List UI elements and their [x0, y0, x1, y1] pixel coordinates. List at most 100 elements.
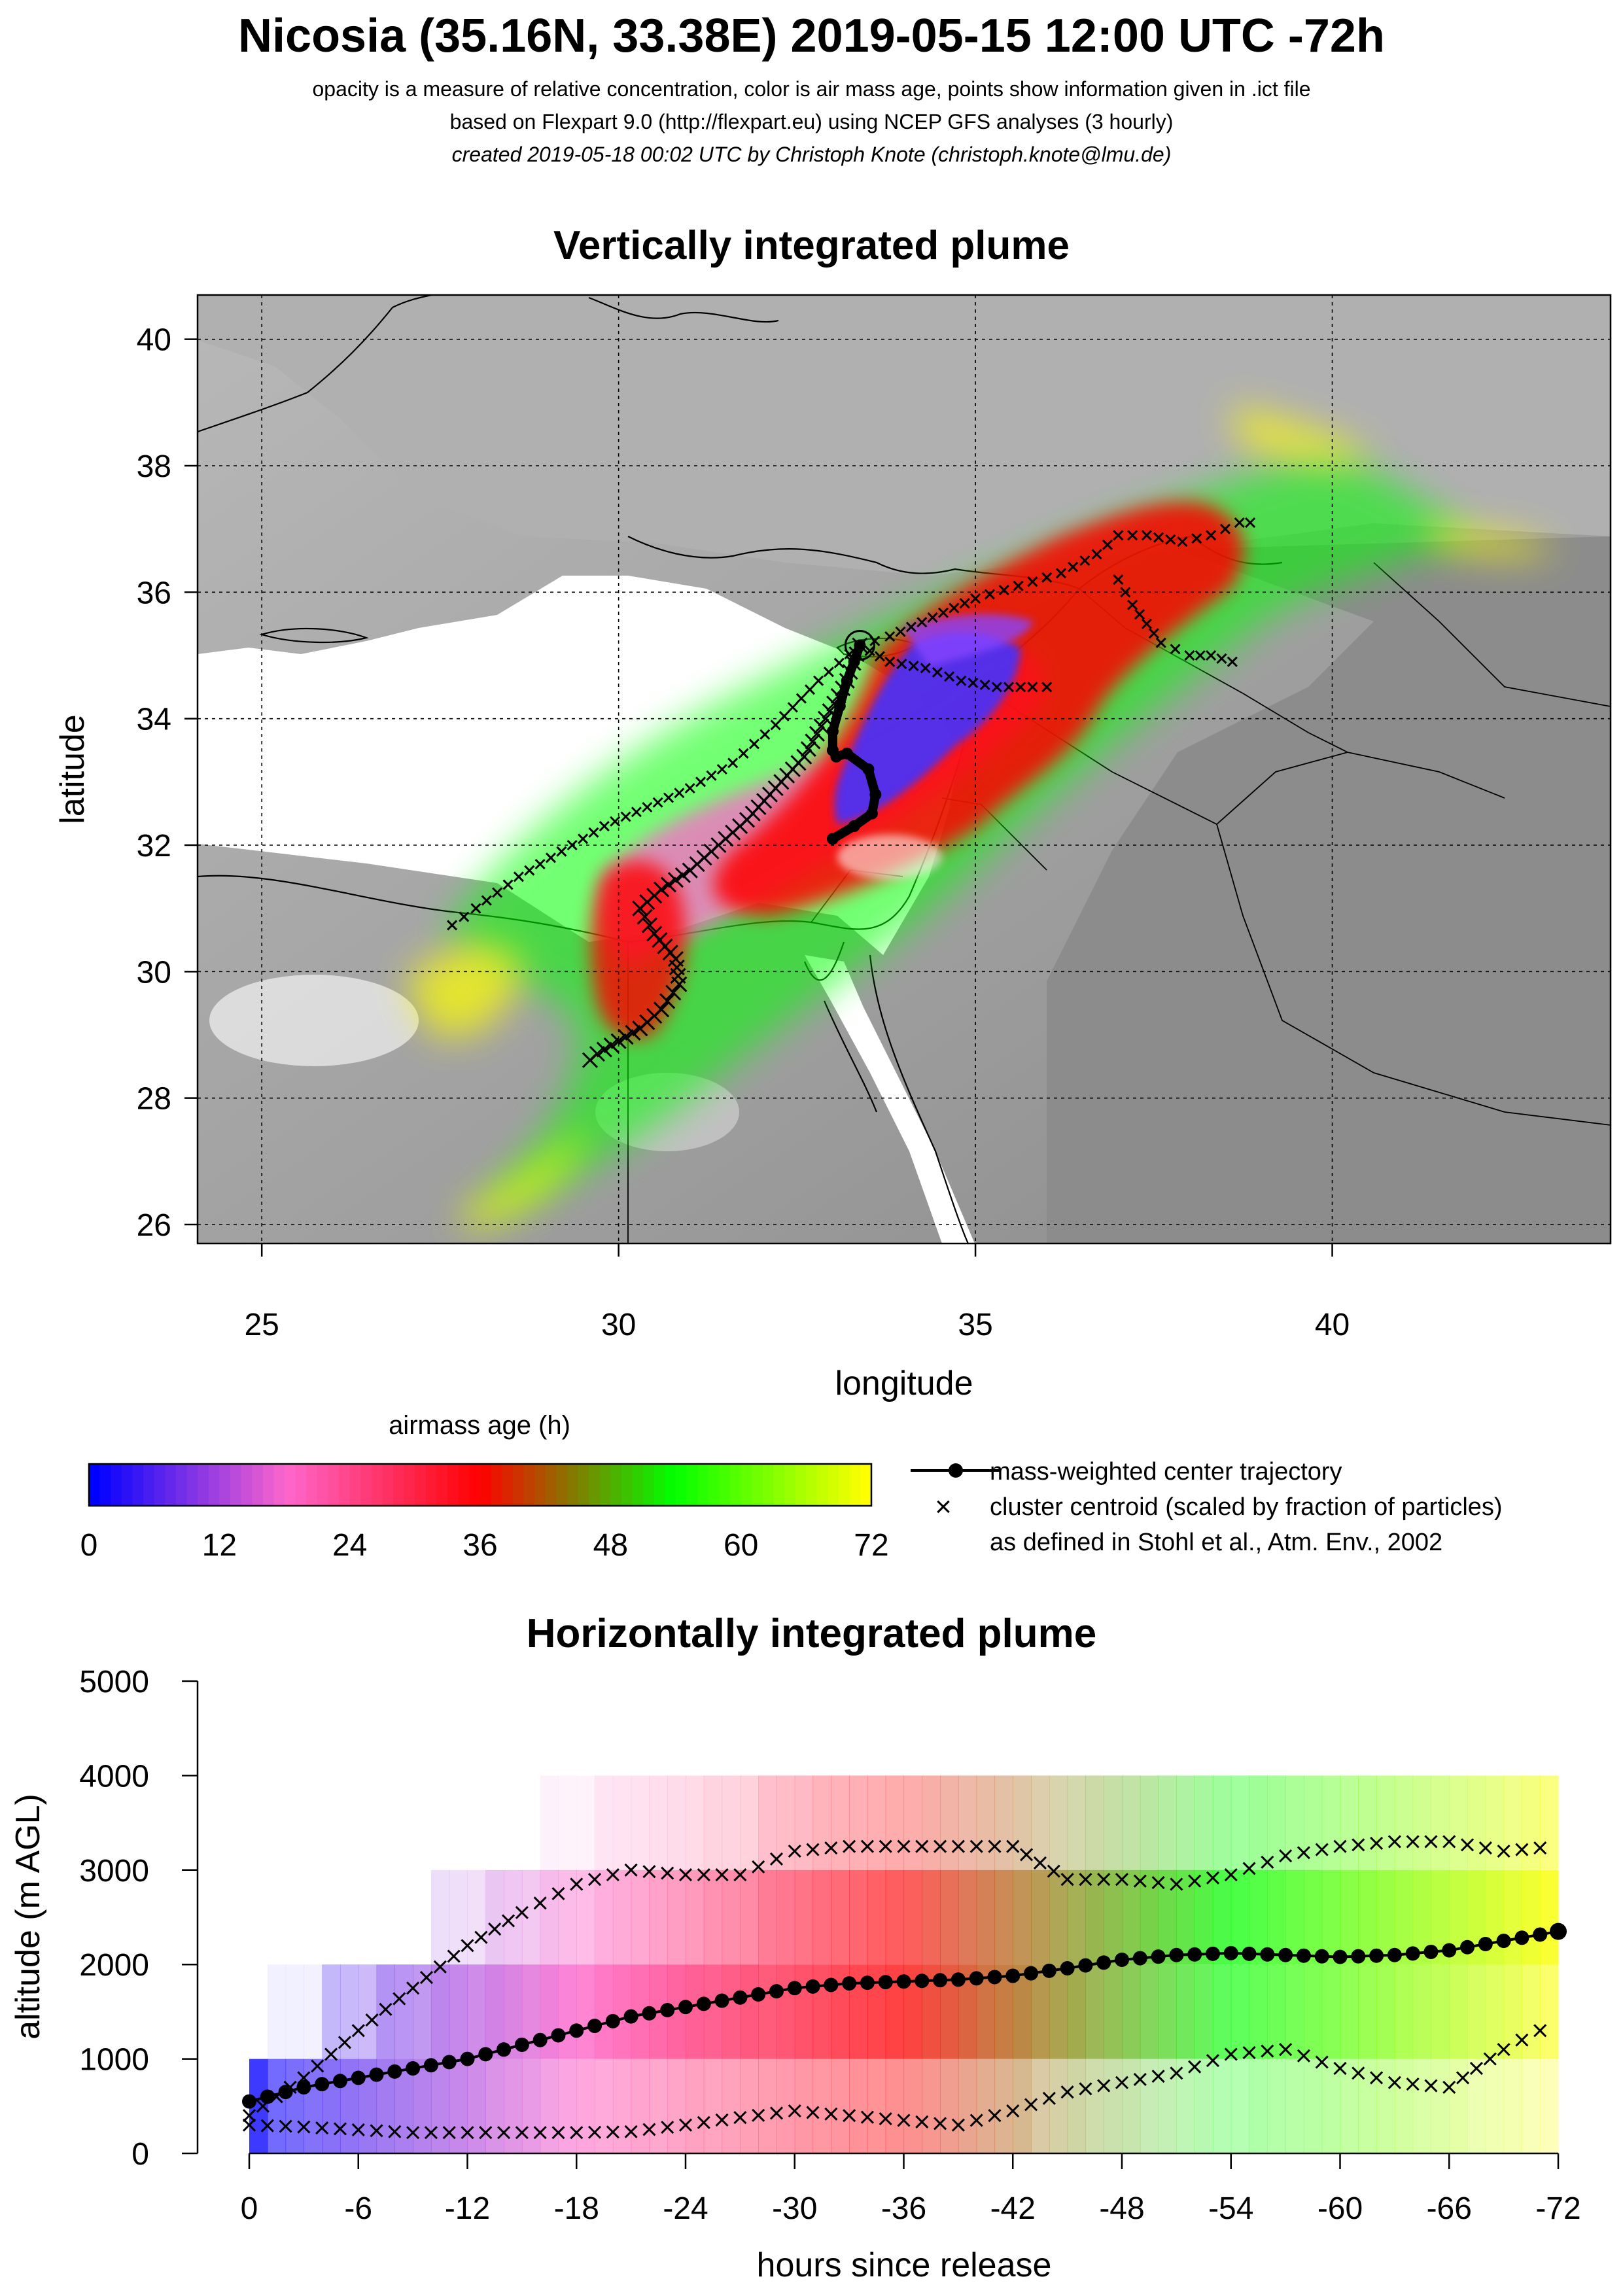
profile-age-cell	[285, 2059, 304, 2153]
map-cluster-marker	[804, 684, 816, 695]
profile-age-cell	[558, 1870, 577, 1965]
map-cluster-marker	[695, 776, 707, 788]
colorbar-swatch	[610, 1464, 622, 1506]
profile-cluster-marker	[1456, 2071, 1470, 2085]
colorbar-swatch	[773, 1464, 785, 1506]
profile-cluster-marker	[1042, 2091, 1056, 2105]
profile-center-point	[896, 1974, 911, 1989]
colorbar-swatch	[89, 1464, 101, 1506]
profile-cluster-marker	[1060, 1873, 1074, 1887]
colorbar-swatch	[328, 1464, 340, 1506]
colorbar-swatch	[491, 1464, 502, 1506]
map-cluster-marker	[833, 657, 845, 669]
colorbar-swatch	[241, 1464, 253, 1506]
profile-age-cell	[1212, 2059, 1232, 2153]
colorbar-swatch	[545, 1464, 557, 1506]
profile-center-point	[1351, 1949, 1366, 1964]
profile-age-cell	[558, 1964, 577, 2059]
profile-age-cell	[1522, 2059, 1541, 2153]
profile-center-point	[1132, 1951, 1147, 1966]
profile-age-cell	[285, 1964, 304, 2059]
map-cluster-marker	[984, 589, 995, 600]
map-cluster-marker	[459, 911, 470, 922]
profile-cluster-marker	[1261, 2044, 1274, 2058]
map-center-point	[854, 639, 866, 652]
profile-cluster-marker	[297, 2120, 311, 2134]
colorbar-swatch	[469, 1464, 481, 1506]
map-cluster-marker	[727, 757, 739, 769]
profile-cluster-marker	[315, 2121, 329, 2135]
profile-center-point	[660, 2002, 675, 2017]
profile-y-tick-label: 5000	[79, 1665, 149, 1699]
profile-cluster-marker	[988, 1839, 1002, 1853]
colorbar-swatch	[512, 1464, 524, 1506]
map-y-tick-label: 36	[137, 576, 171, 610]
profile-age-cell	[267, 1964, 287, 2059]
profile-center-point	[351, 2070, 366, 2085]
profile-center-point	[296, 2079, 311, 2095]
map-cluster-marker	[582, 1052, 599, 1068]
map-cluster-marker	[1113, 574, 1124, 585]
colorbar-swatch	[371, 1464, 383, 1506]
map-cluster-marker	[864, 645, 875, 656]
profile-center-point	[1242, 1946, 1257, 1961]
profile-center-point	[714, 1993, 729, 2008]
profile-cluster-marker	[1315, 1843, 1329, 1856]
profile-center-point	[805, 1979, 820, 1994]
profile-age-cell	[394, 1964, 413, 2059]
map-sea-red-sea	[805, 955, 975, 1244]
profile-cluster-marker	[1515, 1843, 1529, 1856]
colorbar-swatch	[534, 1464, 546, 1506]
profile-age-cell	[1376, 1775, 1395, 1870]
profile-cluster-marker	[769, 2106, 784, 2120]
profile-age-cell	[922, 1870, 941, 1965]
colorbar-swatch	[849, 1464, 861, 1506]
colorbar-swatch	[99, 1464, 111, 1506]
profile-age-cell	[1340, 1964, 1359, 2059]
profile-age-cell	[667, 2059, 686, 2153]
colorbar-swatch	[230, 1464, 242, 1506]
profile-age-cell	[686, 2059, 705, 2153]
profile-cluster-marker	[1406, 2078, 1420, 2091]
profile-panel: 0 -6 -12 -18 -24 -30 -36 -42 -48 -54 -60 -66 -72 500…	[9, 1665, 1581, 2284]
profile-cluster-marker	[447, 1949, 461, 1963]
profile-center-point	[1078, 1958, 1093, 1973]
legend-cross-icon: ×	[935, 1491, 952, 1523]
map-cluster-marker	[1141, 618, 1152, 629]
profile-cluster-marker	[515, 2126, 529, 2140]
profile-age-cell	[812, 2059, 831, 2153]
profile-age-cell	[467, 1964, 486, 2059]
profile-center-point	[1405, 1946, 1420, 1961]
profile-cluster-marker	[388, 2125, 402, 2138]
map-center-trajectory	[826, 639, 882, 845]
profile-age-cell	[576, 1964, 595, 2059]
map-x-tick-label: 30	[601, 1308, 636, 1342]
profile-center-point	[1314, 1949, 1329, 1964]
map-cluster-marker	[1153, 532, 1164, 543]
profile-cluster-marker	[442, 2126, 456, 2140]
profile-age-cell	[485, 1870, 504, 1965]
profile-cluster-marker	[461, 2126, 474, 2140]
profile-age-cell	[1321, 1870, 1341, 1965]
colorbar-tick-label: 0	[80, 1528, 98, 1563]
profile-cluster-marker	[1533, 1841, 1547, 1855]
profile-cluster-marker	[1188, 1874, 1202, 1888]
colorbar-swatch	[643, 1464, 655, 1506]
map-cluster-marker	[1003, 682, 1015, 693]
profile-age-cell	[722, 2059, 741, 2153]
colorbar-swatch	[262, 1464, 274, 1506]
profile-center-point	[1369, 1948, 1384, 1963]
profile-center-point	[824, 1977, 839, 1992]
colorbar-swatch	[828, 1464, 839, 1506]
profile-age-cell	[903, 1775, 922, 1870]
profile-age-cell	[521, 1870, 541, 1965]
subtitle-opacity-note: opacity is a measure of relative concent…	[312, 77, 1311, 101]
profile-age-cell	[885, 1775, 905, 1870]
legend-center-dot-icon	[949, 1463, 963, 1478]
map-terrain	[198, 295, 1611, 1244]
profile-cluster-marker	[587, 2125, 602, 2139]
profile-age-cell	[722, 1775, 741, 1870]
map-cluster-marker	[1155, 637, 1166, 648]
colorbar-swatch	[523, 1464, 535, 1506]
